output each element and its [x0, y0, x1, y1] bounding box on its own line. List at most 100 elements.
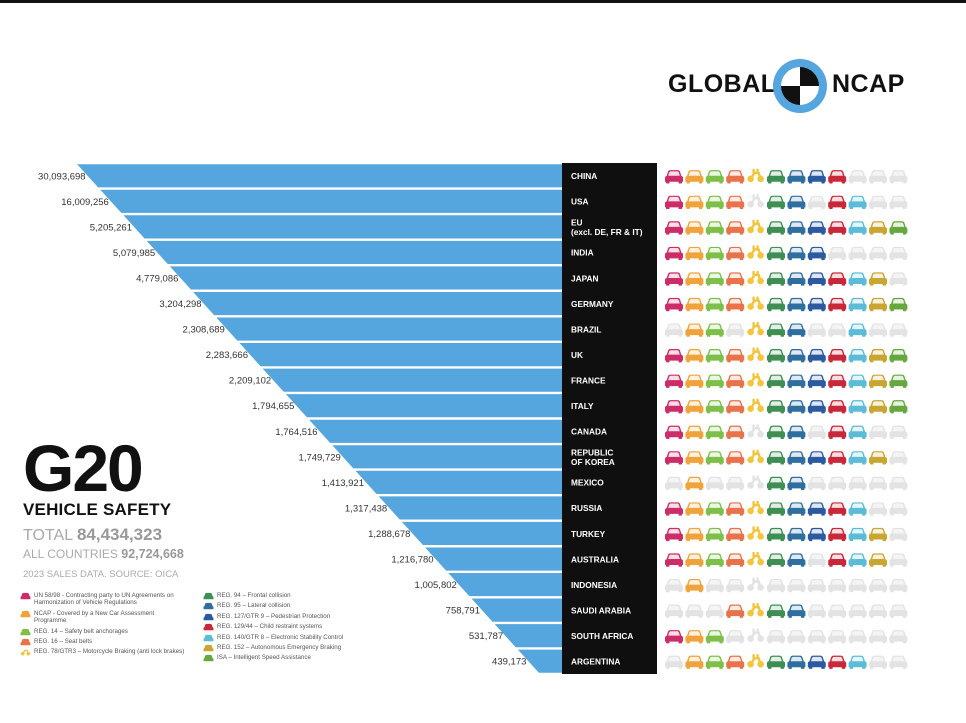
all-countries-value: 92,724,668: [121, 547, 184, 561]
car-icon: [767, 502, 785, 516]
country-label-9: ITALY: [571, 401, 594, 411]
car-icon: [705, 323, 724, 337]
car-icon: [705, 451, 724, 465]
car-icon: [807, 630, 826, 644]
bar-7: [239, 343, 562, 367]
country-label-11-line-1: OF KOREA: [571, 457, 615, 467]
motorcycle-icon: [747, 372, 764, 387]
legend-item-5: REG. 94 – Frontal collision: [203, 592, 368, 600]
car-icon: [767, 400, 785, 414]
car-icon: [685, 195, 704, 210]
total-line: TOTAL 84,434,323: [23, 526, 223, 545]
car-icon: [787, 604, 806, 618]
car-icon: [869, 246, 887, 261]
car-icon: [203, 603, 214, 610]
bar-15: [425, 547, 562, 571]
car-icon: [848, 400, 867, 414]
car-icon: [828, 272, 847, 286]
car-icon: [807, 246, 826, 261]
car-icon: [203, 634, 214, 641]
car-icon: [685, 527, 704, 542]
car-icon: [767, 297, 785, 312]
car-icon: [889, 195, 908, 210]
car-icon: [848, 170, 867, 184]
car-icon: [848, 578, 867, 593]
bar-11: [332, 445, 562, 469]
car-icon: [869, 195, 887, 210]
motorcycle-icon: [747, 475, 764, 489]
car-icon: [726, 655, 745, 669]
value-label-8: 2,209,102: [229, 376, 271, 387]
car-icon: [848, 323, 867, 337]
car-icon: [685, 502, 704, 516]
all-countries-label: ALL COUNTRIES: [23, 547, 118, 561]
bar-14: [401, 521, 562, 546]
car-icon: [767, 323, 785, 337]
car-icon: [807, 374, 826, 388]
legend-text-7: REG. 127/GTR 9 – Pedestrian Protection: [217, 612, 331, 620]
car-icon: [889, 272, 908, 286]
motorcycle-icon: [747, 168, 764, 183]
car-icon: [726, 476, 745, 491]
legend-item-1: NCAP - Covered by a New Car Assessment P…: [20, 610, 185, 625]
car-icon: [685, 170, 704, 184]
car-icon: [767, 604, 785, 618]
car-icon: [848, 630, 867, 644]
legend-item-3: REG. 16 – Seat belts: [20, 638, 185, 646]
car-icon: [705, 170, 724, 184]
bar-6: [216, 317, 563, 341]
car-icon: [807, 502, 826, 516]
car-icon: [705, 476, 724, 491]
car-icon: [807, 297, 826, 312]
bar-5: [193, 291, 562, 316]
car-icon: [828, 655, 847, 669]
car-icon: [726, 451, 745, 465]
legend-item-9: REG. 140/GTR 8 – Electronic Stability Co…: [203, 634, 368, 641]
car-icon: [869, 297, 887, 312]
car-icon: [767, 195, 785, 210]
country-label-10: CANADA: [571, 427, 607, 437]
car-icon: [828, 502, 847, 516]
car-icon: [869, 374, 887, 388]
car-icon: [869, 604, 887, 618]
car-icon: [787, 553, 806, 567]
value-label-3: 5,079,985: [113, 248, 155, 259]
country-label-15: AUSTRALIA: [571, 554, 619, 564]
car-icon: [20, 638, 31, 646]
car-icon: [20, 628, 31, 635]
legend-text-2: REG. 14 – Safety belt anchorages: [34, 627, 128, 635]
value-label-17: 758,791: [446, 606, 480, 617]
country-label-6: BRAZIL: [571, 324, 601, 334]
bar-4: [169, 266, 562, 290]
car-icon: [705, 553, 724, 567]
car-icon: [705, 655, 724, 669]
car-icon: [767, 374, 785, 388]
car-icon: [685, 246, 704, 261]
legend-item-7: REG. 127/GTR 9 – Pedestrian Protection: [203, 612, 368, 621]
car-icon: [726, 221, 745, 235]
car-icon: [685, 578, 704, 593]
country-label-19: ARGENTINA: [571, 657, 620, 667]
value-label-19: 439,173: [492, 657, 526, 668]
car-icon: [767, 476, 785, 491]
car-icon: [665, 323, 683, 337]
car-icon: [807, 527, 826, 542]
car-icon: [848, 476, 867, 491]
car-icon: [767, 630, 785, 644]
car-icon: [665, 349, 683, 363]
car-icon: [705, 246, 724, 261]
value-label-15: 1,216,780: [391, 555, 433, 566]
bar-3: [146, 240, 562, 264]
car-icon: [705, 297, 724, 312]
car-icon: [889, 246, 908, 261]
country-label-13: RUSSIA: [571, 503, 602, 513]
legend-text-11: ISA – Intelligent Speed Assistance: [217, 654, 311, 662]
car-icon: [828, 425, 847, 439]
car-icon: [685, 655, 704, 669]
car-icon: [726, 502, 745, 516]
car-icon: [889, 502, 908, 516]
motorcycle-icon: [747, 602, 764, 617]
car-icon: [787, 655, 806, 669]
car-icon: [889, 630, 908, 644]
